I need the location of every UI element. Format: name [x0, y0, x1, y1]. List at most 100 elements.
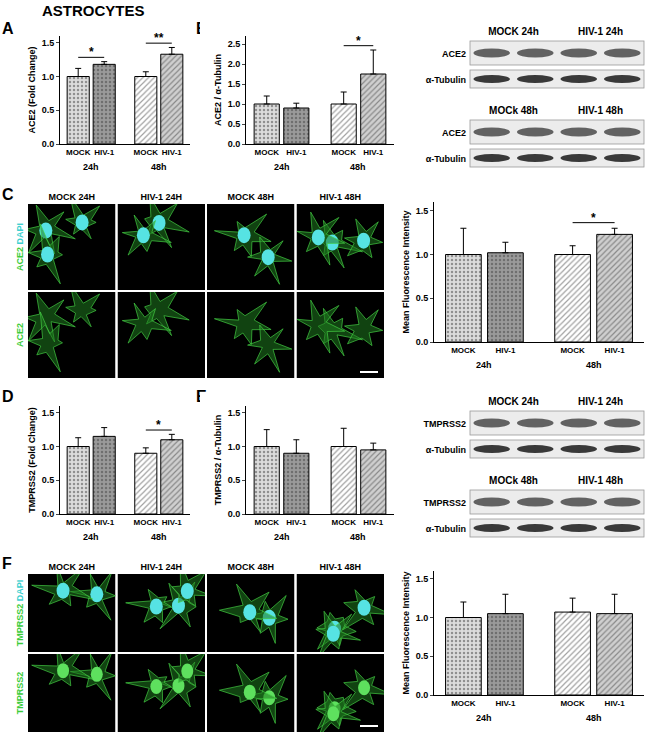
svg-text:ACE2 / α-Tubulin: ACE2 / α-Tubulin: [213, 54, 223, 126]
svg-text:TMPRSS2: TMPRSS2: [423, 498, 466, 508]
svg-text:MOCK: MOCK: [560, 346, 585, 355]
svg-text:ACE2: ACE2: [15, 323, 25, 347]
svg-text:HIV-1: HIV-1: [94, 148, 115, 157]
svg-text:0.0: 0.0: [416, 337, 429, 347]
svg-text:48h: 48h: [151, 162, 167, 172]
svg-text:24h: 24h: [476, 360, 492, 370]
svg-text:0.0: 0.0: [416, 690, 429, 700]
svg-text:0.5: 0.5: [416, 651, 429, 661]
svg-text:24h: 24h: [274, 162, 290, 172]
svg-text:1.0: 1.0: [416, 250, 429, 260]
svg-text:MOCK: MOCK: [451, 699, 476, 708]
svg-text:1.5: 1.5: [228, 79, 241, 89]
svg-text:HIV-1 48H: HIV-1 48H: [319, 192, 361, 202]
svg-text:MOCK: MOCK: [134, 518, 159, 527]
svg-text:24h: 24h: [274, 532, 290, 542]
svg-text:HIV-1: HIV-1: [286, 148, 307, 157]
svg-text:1.5: 1.5: [42, 38, 55, 48]
svg-text:24h: 24h: [83, 532, 99, 542]
svg-text:α-Tubulin: α-Tubulin: [426, 75, 466, 85]
svg-text:HIV-1 24h: HIV-1 24h: [578, 26, 623, 37]
svg-text:HIV-1 24H: HIV-1 24H: [140, 562, 182, 572]
svg-text:0.0: 0.0: [42, 509, 55, 519]
svg-text:1.5: 1.5: [42, 408, 55, 418]
svg-text:α-Tubulin: α-Tubulin: [426, 445, 466, 455]
svg-text:1.0: 1.0: [228, 442, 241, 452]
svg-text:TMPRSS2 DAPI: TMPRSS2 DAPI: [15, 580, 25, 647]
svg-text:1.5: 1.5: [416, 574, 429, 584]
svg-text:HIV-1: HIV-1: [162, 518, 183, 527]
svg-text:1.5: 1.5: [416, 206, 429, 216]
svg-text:ACE2: ACE2: [442, 128, 466, 138]
svg-text:24h: 24h: [83, 162, 99, 172]
svg-text:α-Tubulin: α-Tubulin: [426, 524, 466, 534]
svg-text:MOCK 24h: MOCK 24h: [488, 26, 539, 37]
svg-text:Mean Fluorescence Intensity: Mean Fluorescence Intensity: [401, 571, 411, 694]
svg-text:1.0: 1.0: [42, 442, 55, 452]
svg-text:ACE2: ACE2: [442, 49, 466, 59]
svg-text:HIV-1: HIV-1: [286, 518, 307, 527]
svg-text:MOCK 48H: MOCK 48H: [227, 562, 274, 572]
svg-text:HIV-1 48H: HIV-1 48H: [319, 562, 361, 572]
svg-text:0.5: 0.5: [416, 293, 429, 303]
svg-text:HIV-1: HIV-1: [363, 518, 384, 527]
svg-text:MOCk 48h: MOCk 48h: [489, 105, 538, 116]
svg-text:Mean Fluorescence Intensity: Mean Fluorescence Intensity: [401, 210, 411, 333]
svg-text:MOCK: MOCK: [66, 518, 91, 527]
svg-text:1.0: 1.0: [416, 613, 429, 623]
svg-text:HIV-1 48h: HIV-1 48h: [578, 105, 623, 116]
svg-text:MOCK 24H: MOCK 24H: [48, 562, 95, 572]
svg-text:MOCK: MOCK: [254, 148, 279, 157]
svg-text:48h: 48h: [350, 532, 366, 542]
svg-text:2.0: 2.0: [228, 59, 241, 69]
svg-text:TMPRSS2: TMPRSS2: [423, 419, 466, 429]
svg-text:MOCK 24H: MOCK 24H: [48, 192, 95, 202]
svg-text:0.0: 0.0: [42, 139, 55, 149]
svg-text:48h: 48h: [350, 162, 366, 172]
svg-text:ACE2 (Fold Change): ACE2 (Fold Change): [27, 46, 37, 133]
svg-text:*: *: [356, 34, 361, 48]
svg-text:HIV-1: HIV-1: [605, 346, 626, 355]
svg-text:48h: 48h: [586, 360, 602, 370]
svg-text:MOCK: MOCK: [331, 518, 356, 527]
svg-text:48h: 48h: [151, 532, 167, 542]
svg-text:0.5: 0.5: [42, 105, 55, 115]
svg-text:HIV-1: HIV-1: [162, 148, 183, 157]
svg-text:MOCK: MOCK: [331, 148, 356, 157]
svg-text:0.5: 0.5: [228, 119, 241, 129]
svg-text:48h: 48h: [586, 713, 602, 723]
svg-text:ACE2 DAPI: ACE2 DAPI: [15, 223, 25, 271]
svg-text:MOCk 48h: MOCk 48h: [489, 475, 538, 486]
svg-text:0.0: 0.0: [228, 139, 241, 149]
svg-text:24h: 24h: [476, 713, 492, 723]
svg-text:1.5: 1.5: [228, 408, 241, 418]
svg-text:0.5: 0.5: [42, 475, 55, 485]
svg-text:**: **: [154, 31, 164, 45]
svg-text:HIV-1 48h: HIV-1 48h: [578, 475, 623, 486]
svg-text:1.0: 1.0: [228, 99, 241, 109]
svg-text:2.5: 2.5: [228, 39, 241, 49]
svg-text:HIV-1 24H: HIV-1 24H: [140, 192, 182, 202]
svg-text:MOCK 48H: MOCK 48H: [227, 192, 274, 202]
svg-text:HIV-1: HIV-1: [363, 148, 384, 157]
svg-text:HIV-1: HIV-1: [495, 699, 516, 708]
svg-text:HIV-1: HIV-1: [94, 518, 115, 527]
svg-text:0.5: 0.5: [228, 475, 241, 485]
svg-text:MOCK: MOCK: [134, 148, 159, 157]
svg-text:*: *: [591, 211, 596, 225]
svg-text:α-Tubulin: α-Tubulin: [426, 154, 466, 164]
svg-text:TMPRSS2 (Fold Change): TMPRSS2 (Fold Change): [27, 407, 37, 513]
svg-text:HIV-1 24h: HIV-1 24h: [578, 396, 623, 407]
svg-text:TMPRSS2 / α-Tubulin: TMPRSS2 / α-Tubulin: [213, 415, 223, 505]
svg-text:MOCK 24h: MOCK 24h: [488, 396, 539, 407]
svg-text:1.0: 1.0: [42, 72, 55, 82]
svg-text:*: *: [89, 45, 94, 59]
svg-text:MOCK: MOCK: [560, 699, 585, 708]
svg-text:HIV-1: HIV-1: [495, 346, 516, 355]
svg-text:*: *: [156, 418, 161, 432]
svg-text:MOCK: MOCK: [451, 346, 476, 355]
svg-text:0.0: 0.0: [228, 509, 241, 519]
svg-text:MOCK: MOCK: [66, 148, 91, 157]
svg-text:MOCK: MOCK: [254, 518, 279, 527]
svg-text:HIV-1: HIV-1: [605, 699, 626, 708]
